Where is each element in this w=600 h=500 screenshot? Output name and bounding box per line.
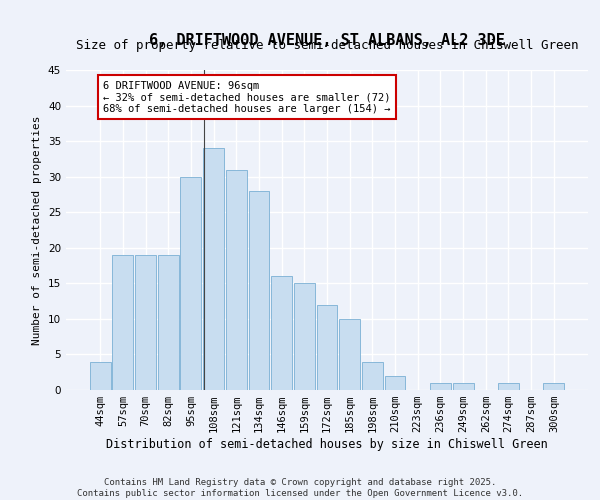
Bar [362,362,383,390]
Bar [90,362,110,390]
Bar [226,170,247,390]
Bar [339,319,360,390]
Bar [112,255,133,390]
Bar [271,276,292,390]
Bar [385,376,406,390]
Bar [544,383,564,390]
Bar [135,255,156,390]
Bar [498,383,519,390]
Text: 6 DRIFTWOOD AVENUE: 96sqm
← 32% of semi-detached houses are smaller (72)
68% of : 6 DRIFTWOOD AVENUE: 96sqm ← 32% of semi-… [103,80,391,114]
Text: Contains HM Land Registry data © Crown copyright and database right 2025.
Contai: Contains HM Land Registry data © Crown c… [77,478,523,498]
Title: 6, DRIFTWOOD AVENUE, ST ALBANS, AL2 3DE: 6, DRIFTWOOD AVENUE, ST ALBANS, AL2 3DE [149,33,505,48]
Bar [317,304,337,390]
Bar [248,191,269,390]
X-axis label: Distribution of semi-detached houses by size in Chiswell Green: Distribution of semi-detached houses by … [106,438,548,451]
Bar [181,176,202,390]
Y-axis label: Number of semi-detached properties: Number of semi-detached properties [32,116,43,345]
Bar [203,148,224,390]
Bar [294,284,315,390]
Text: Size of property relative to semi-detached houses in Chiswell Green: Size of property relative to semi-detach… [76,40,578,52]
Bar [430,383,451,390]
Bar [158,255,179,390]
Bar [452,383,473,390]
